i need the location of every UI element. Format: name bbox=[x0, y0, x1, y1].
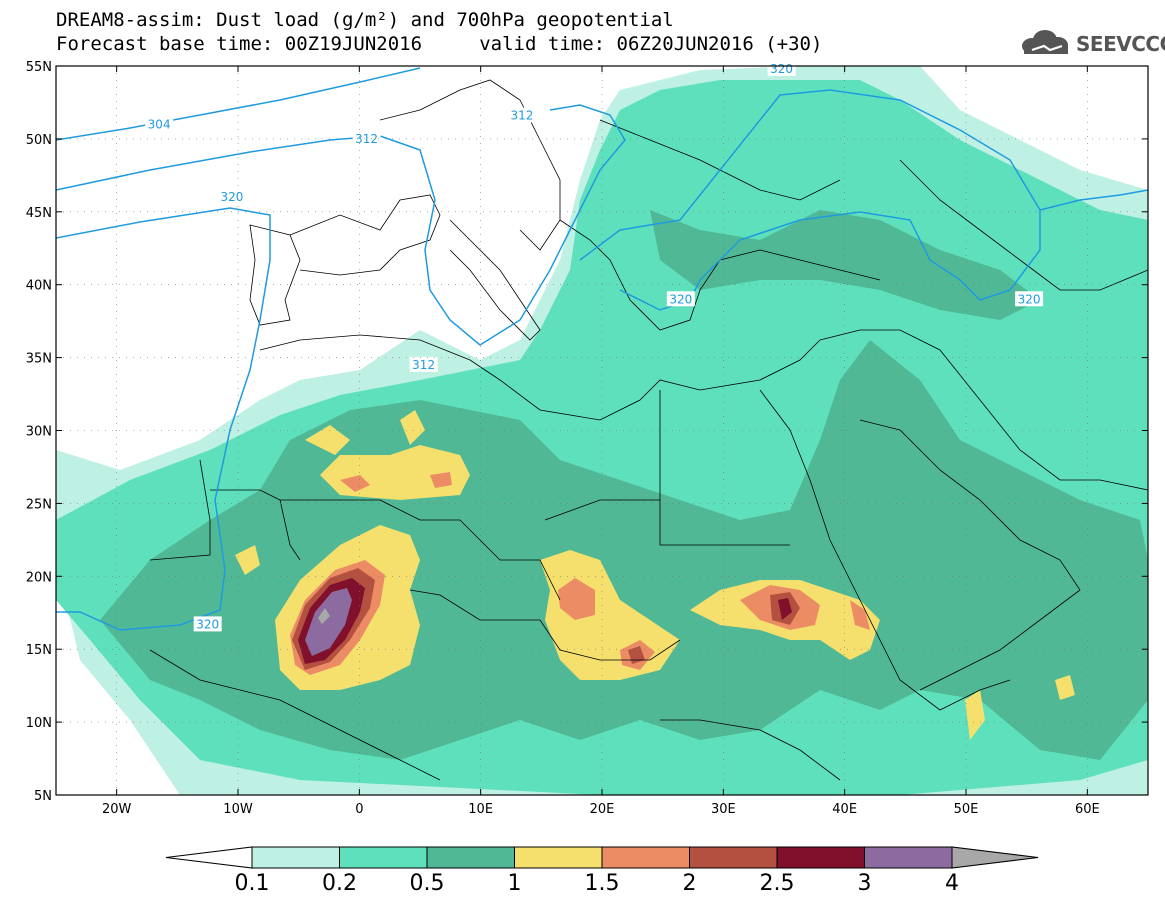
contour-label-bg bbox=[409, 356, 438, 372]
contour-label: 312 bbox=[355, 132, 378, 146]
contour-label: 320 bbox=[1018, 292, 1041, 306]
country-borders bbox=[149, 79, 1148, 781]
lon-label: 30E bbox=[711, 802, 736, 817]
lat-label: 55N bbox=[26, 60, 52, 75]
contour-304 bbox=[56, 67, 421, 141]
lat-label: 30N bbox=[26, 425, 52, 440]
colorbar-label: 2.5 bbox=[760, 871, 795, 896]
graticule bbox=[56, 66, 1148, 795]
colorbar-box bbox=[426, 846, 515, 869]
dust-level-2 bbox=[292, 568, 800, 670]
lon-label: 10E bbox=[468, 802, 493, 817]
lat-label: 40N bbox=[26, 279, 52, 294]
colorbar-label: 1.5 bbox=[585, 871, 620, 896]
dust-level-1 bbox=[235, 410, 1075, 740]
lon-label: 10W bbox=[223, 802, 253, 817]
dust-level-1.5 bbox=[290, 472, 870, 675]
contour-label: 312 bbox=[510, 109, 533, 123]
lat-label: 50N bbox=[26, 133, 52, 148]
lat-label: 25N bbox=[26, 497, 52, 512]
logo-text: SEEVCCC bbox=[1076, 32, 1165, 56]
contour-label-bg bbox=[193, 616, 222, 632]
contour-label-bg bbox=[666, 291, 695, 307]
lon-label: 40E bbox=[832, 802, 857, 817]
contour-label: 304 bbox=[148, 117, 171, 131]
lat-label: 35N bbox=[26, 352, 52, 367]
colorbar-box bbox=[339, 846, 428, 869]
contour-label-bg bbox=[217, 189, 246, 205]
lon-label: 50E bbox=[954, 802, 979, 817]
contour-312-west bbox=[56, 104, 626, 346]
map-title: DREAM8-assim: Dust load (g/m²) and 700hP… bbox=[56, 9, 674, 31]
latitude-labels: 55N 50N 45N 40N 35N 30N 25N 20N 15N 10N 5N bbox=[26, 60, 1148, 804]
colorbar-low-arrow bbox=[165, 846, 253, 869]
colorbar-label: 2 bbox=[683, 871, 697, 896]
contour-label: 312 bbox=[412, 358, 435, 372]
colorbar-box bbox=[514, 846, 603, 869]
colorbar-label: 0.2 bbox=[322, 871, 357, 896]
colorbar-label: 1 bbox=[508, 871, 522, 896]
contour-label-bg bbox=[767, 60, 796, 76]
lat-label: 20N bbox=[26, 570, 52, 585]
contour-label: 320 bbox=[196, 617, 219, 631]
colorbar-label: 0.1 bbox=[235, 871, 270, 896]
colorbar-label: 0.5 bbox=[410, 871, 445, 896]
lon-label: 20W bbox=[102, 802, 132, 817]
contour-label-bg bbox=[352, 130, 381, 146]
contour-label-bg bbox=[507, 107, 536, 123]
lon-label: 0 bbox=[355, 802, 363, 817]
contour-label: 320 bbox=[220, 190, 243, 204]
contour-label-bg bbox=[1015, 291, 1044, 307]
colorbar-box bbox=[601, 846, 690, 869]
contour-label: 320 bbox=[669, 292, 692, 306]
contour-320-east bbox=[579, 89, 1041, 311]
colorbar-high-arrow bbox=[951, 846, 1039, 869]
geopotential-contours bbox=[56, 67, 1148, 631]
colorbar-label: 4 bbox=[945, 871, 959, 896]
lon-label: 20E bbox=[590, 802, 615, 817]
colorbar-box bbox=[776, 846, 865, 869]
colorbar-box bbox=[251, 846, 340, 869]
contour-320-north bbox=[56, 207, 271, 631]
dust-level-3 bbox=[305, 588, 352, 656]
cloud-logo-icon bbox=[1022, 30, 1068, 54]
colorbar-box bbox=[864, 846, 953, 869]
contour-label-bg bbox=[145, 116, 174, 132]
colorbar-label: 3 bbox=[858, 871, 872, 896]
lat-label: 15N bbox=[26, 643, 52, 658]
longitude-labels: 20W 10W 0 10E 20E 30E 40E 50E 60E bbox=[102, 66, 1100, 817]
colorbar-box bbox=[689, 846, 778, 869]
colorbar: 0.1 0.2 0.5 1 1.5 2 2.5 3 4 bbox=[165, 846, 1039, 896]
dust-level-4 bbox=[318, 608, 330, 624]
lat-label: 5N bbox=[34, 789, 52, 804]
lat-label: 10N bbox=[26, 716, 52, 731]
contour-labels: 304 312 312 320 320 312 320 320 320 bbox=[145, 60, 1044, 632]
contour-320-ne bbox=[1039, 189, 1148, 211]
dust-level-2.5 bbox=[298, 578, 792, 664]
seevccc-logo: SEEVCCC bbox=[1018, 26, 1165, 60]
lat-label: 45N bbox=[26, 206, 52, 221]
lon-label: 60E bbox=[1075, 802, 1100, 817]
forecast-time-info: Forecast base time: 00Z19JUN2016 valid t… bbox=[56, 33, 823, 55]
contour-label: 320 bbox=[770, 62, 793, 76]
